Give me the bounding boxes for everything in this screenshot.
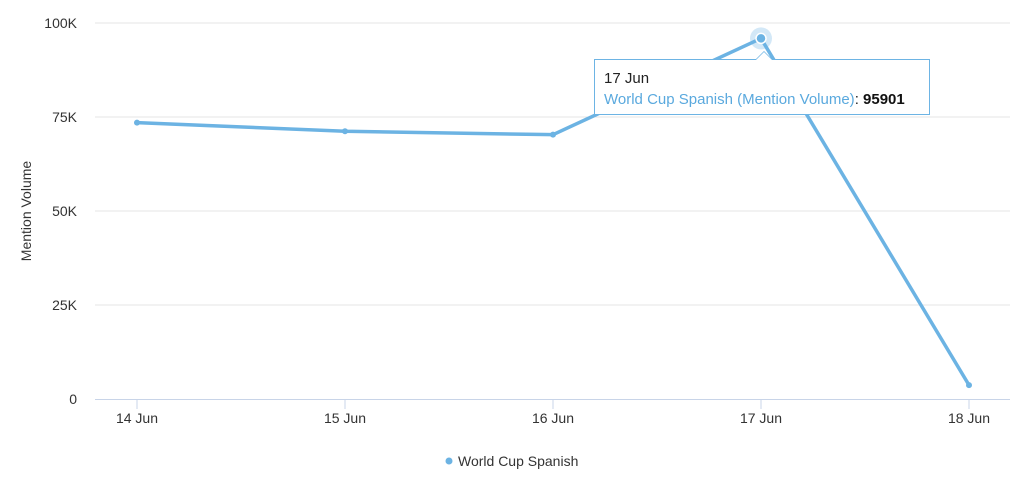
x-tick-label: 18 Jun — [948, 410, 990, 426]
legend-marker — [445, 457, 453, 465]
x-tick-label: 16 Jun — [532, 410, 574, 426]
x-tick-label: 14 Jun — [116, 410, 158, 426]
y-axis-title: Mention Volume — [18, 161, 34, 262]
y-tick-label: 25K — [52, 297, 78, 313]
x-tick-label: 15 Jun — [324, 410, 366, 426]
legend-label: World Cup Spanish — [458, 453, 578, 469]
tooltip-date: 17 Jun — [604, 70, 650, 87]
data-point — [966, 382, 972, 389]
y-tick-label: 100K — [44, 15, 77, 31]
tooltip-series-label: World Cup Spanish (Mention Volume) — [604, 91, 855, 108]
data-tooltip: 17 Jun World Cup Spanish (Mention Volume… — [594, 51, 930, 115]
y-tick-label: 75K — [52, 109, 78, 125]
y-tick-label: 0 — [69, 391, 77, 407]
tooltip-value: 95901 — [863, 91, 905, 108]
x-tick-label: 17 Jun — [740, 410, 782, 426]
data-point — [342, 128, 348, 135]
data-point — [550, 131, 556, 138]
tooltip-arrow — [755, 51, 773, 60]
tooltip-separator: : — [854, 91, 859, 108]
data-point — [755, 32, 767, 45]
y-tick-label: 50K — [52, 203, 78, 219]
data-point — [134, 119, 140, 126]
